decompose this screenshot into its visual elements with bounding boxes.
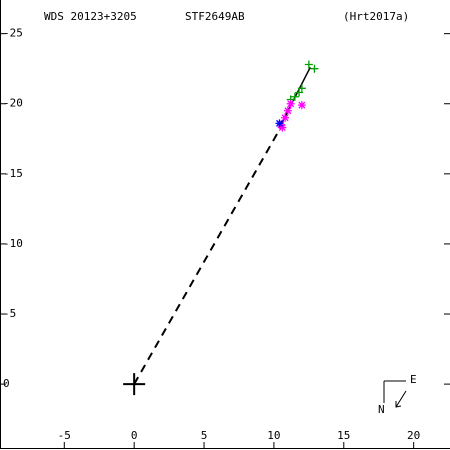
- compass-east: E: [410, 373, 417, 386]
- y-tick-label: -5: [3, 307, 16, 320]
- measurement: [286, 99, 295, 108]
- header-right: (Hrt2017a): [343, 10, 409, 23]
- measurement: [297, 84, 306, 93]
- compass-north: N: [378, 403, 385, 416]
- y-tick-label: -10: [3, 237, 23, 250]
- y-tick-label: -15: [3, 167, 23, 180]
- measurement: [290, 92, 299, 101]
- header-center: STF2649AB: [185, 10, 245, 23]
- x-tick-label: -5: [58, 429, 71, 442]
- y-tick-label: -25: [3, 27, 23, 40]
- header-left: WDS 20123+3205: [44, 10, 137, 23]
- measurement: [295, 88, 304, 97]
- measurement: [304, 60, 313, 69]
- orbit-line: [133, 124, 284, 385]
- measurement: [281, 113, 290, 122]
- measurement: [283, 106, 292, 115]
- x-tick-label: 5: [201, 429, 208, 442]
- y-tick-label: 0: [3, 377, 10, 390]
- measurement: [310, 64, 319, 73]
- y-tick-label: -20: [3, 97, 23, 110]
- measurement: [275, 119, 284, 128]
- x-tick-label: 10: [267, 429, 280, 442]
- x-tick-label: 15: [337, 429, 350, 442]
- x-tick-label: 20: [407, 429, 420, 442]
- measurement: [278, 123, 287, 132]
- primary-star: [123, 373, 146, 396]
- measurement: [297, 101, 306, 110]
- x-tick-label: 0: [131, 429, 138, 442]
- compass: [383, 380, 407, 408]
